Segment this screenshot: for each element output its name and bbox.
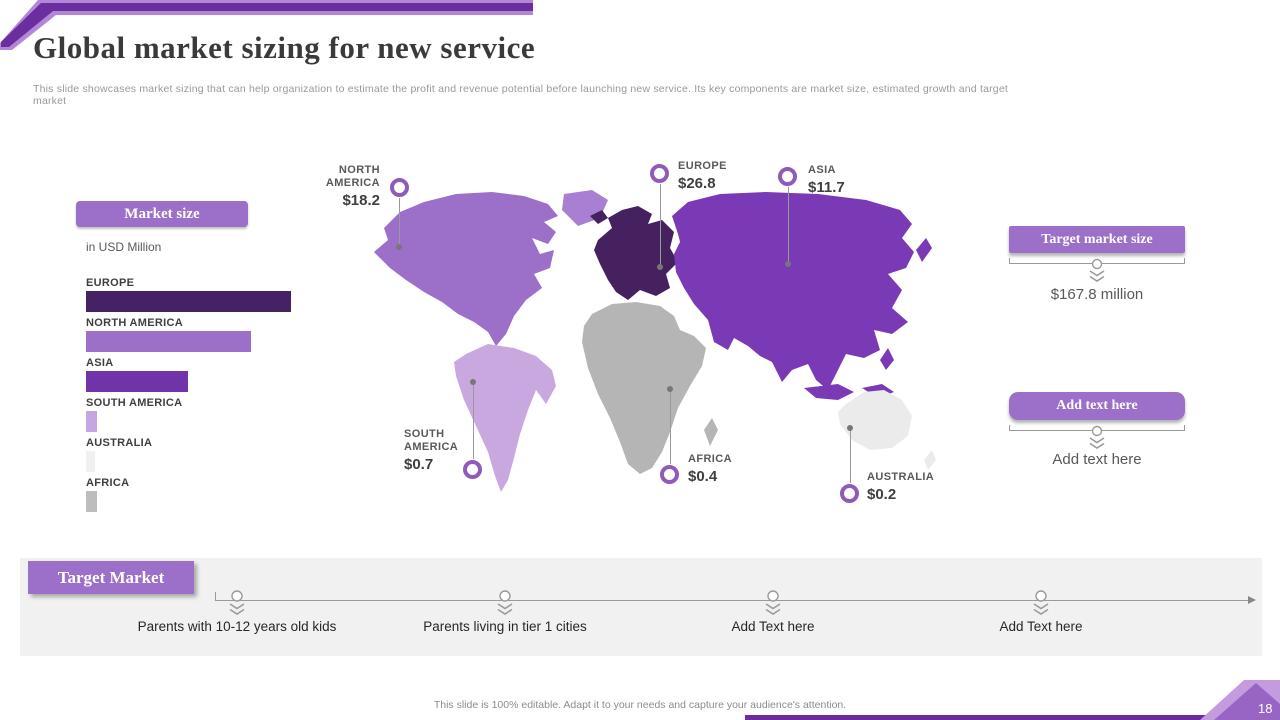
callout-region: AUSTRALIA: [867, 471, 935, 483]
leader-line-africa: [670, 390, 671, 464]
bar-asia: [86, 371, 188, 392]
marker-ring-australia: [840, 484, 859, 503]
callout-africa: AFRICA $0.4: [688, 453, 768, 485]
target-market-header-button[interactable]: Target Market: [28, 561, 194, 594]
bar-australia: [86, 451, 95, 472]
market-size-bar-chart: EUROPE NORTH AMERICA ASIA SOUTH AMERICA …: [86, 277, 296, 517]
marker-ring-south-america: [463, 460, 482, 479]
footer-note: This slide is 100% editable. Adapt it to…: [433, 699, 847, 711]
leader-line-australia: [850, 429, 851, 483]
marker-ring-africa: [660, 465, 679, 484]
bracket-chevron-icon: [1009, 425, 1185, 449]
bar-label: EUROPE: [86, 277, 135, 289]
map-philippines: [880, 348, 894, 370]
timeline-item-4[interactable]: Add Text here: [999, 619, 1083, 634]
callout-region: NORTH AMERICA: [325, 164, 380, 189]
callout-value: $26.8: [678, 175, 716, 192]
page-number-corner-decoration: 18: [1200, 680, 1280, 720]
callout-region: EUROPE: [678, 160, 727, 172]
bar-label: AUSTRALIA: [86, 437, 153, 449]
bar-label: AFRICA: [86, 477, 130, 489]
market-size-header-button[interactable]: Market size: [76, 201, 248, 227]
map-dot-australia: [847, 425, 853, 431]
map-africa: [582, 302, 706, 474]
bar-row-south-america: SOUTH AMERICA: [86, 397, 296, 432]
map-iceland: [590, 210, 608, 224]
callout-value: $0.7: [404, 456, 434, 473]
timeline-line: [215, 600, 1248, 601]
timeline-marker-icon: [765, 590, 781, 615]
bar-row-australia: AUSTRALIA: [86, 437, 296, 472]
timeline-arrow-icon: [1248, 596, 1256, 604]
bar-row-africa: AFRICA: [86, 477, 296, 512]
map-asia: [672, 192, 914, 390]
bar-row-europe: EUROPE: [86, 277, 296, 312]
bar-label: ASIA: [86, 357, 114, 369]
callout-australia: AUSTRALIA $0.2: [867, 471, 957, 503]
timeline-marker-icon: [229, 590, 245, 615]
timeline-item-3[interactable]: Add Text here: [731, 619, 815, 634]
target-market-size-value: $167.8 million: [1050, 286, 1144, 303]
add-text-here-value[interactable]: Add text here: [1052, 451, 1142, 468]
map-dot-europe: [657, 264, 663, 270]
callout-north-america: NORTH AMERICA $18.2: [316, 164, 380, 209]
callout-region: SOUTH AMERICA: [404, 428, 459, 453]
callout-region: AFRICA: [688, 453, 732, 465]
timeline-tick: [215, 592, 216, 601]
bar-north-america: [86, 331, 251, 352]
callout-value: $0.2: [867, 486, 897, 503]
map-australia: [838, 390, 912, 450]
bar-label: NORTH AMERICA: [86, 317, 183, 329]
target-market-panel: [20, 558, 1262, 656]
bar-row-north-america: NORTH AMERICA: [86, 317, 296, 352]
callout-value: $11.7: [808, 179, 845, 196]
bar-row-asia: ASIA: [86, 357, 296, 392]
map-new-zealand: [924, 450, 936, 470]
marker-ring-asia: [778, 167, 797, 186]
world-map: [374, 190, 936, 492]
timeline-item-2[interactable]: Parents living in tier 1 cities: [423, 619, 587, 634]
unit-label: in USD Million: [86, 240, 162, 254]
bar-label: SOUTH AMERICA: [86, 397, 183, 409]
map-madagascar: [704, 418, 718, 446]
timeline-item-1[interactable]: Parents with 10-12 years old kids: [137, 619, 337, 634]
bracket-chevron-icon: [1009, 258, 1185, 282]
target-market-size-button[interactable]: Target market size: [1009, 226, 1185, 253]
bar-africa: [86, 491, 97, 512]
page-title: Global market sizing for new service: [33, 30, 536, 65]
map-europe: [594, 206, 678, 300]
callout-asia: ASIA $11.7: [808, 164, 888, 196]
leader-line-asia: [788, 187, 789, 263]
leader-line-north-america: [399, 198, 400, 246]
map-dot-south-america: [470, 379, 476, 385]
page-subtitle: This slide showcases market sizing that …: [33, 83, 1008, 107]
map-dot-africa: [667, 386, 673, 392]
map-dot-asia: [785, 261, 791, 267]
bar-south-america: [86, 411, 97, 432]
leader-line-south-america: [473, 383, 474, 459]
map-indonesia: [804, 384, 854, 400]
marker-ring-north-america: [390, 178, 409, 197]
bar-europe: [86, 291, 291, 312]
add-text-here-button[interactable]: Add text here: [1009, 392, 1185, 420]
marker-ring-europe: [650, 164, 669, 183]
timeline-marker-icon: [1033, 590, 1049, 615]
leader-line-europe: [660, 184, 661, 266]
map-south-america: [454, 344, 556, 492]
callout-value: $18.2: [342, 192, 380, 209]
map-japan: [916, 238, 932, 262]
callout-region: ASIA: [808, 164, 836, 176]
bottom-bar-decoration: [745, 715, 1280, 720]
timeline-marker-icon: [497, 590, 513, 615]
page-number: 18: [1258, 701, 1272, 716]
map-north-america: [374, 192, 558, 346]
callout-south-america: SOUTH AMERICA $0.7: [404, 428, 470, 473]
callout-europe: EUROPE $26.8: [678, 160, 758, 192]
top-banner-decoration: [0, 0, 533, 50]
callout-value: $0.4: [688, 468, 718, 485]
map-dot-north-america: [396, 244, 402, 250]
